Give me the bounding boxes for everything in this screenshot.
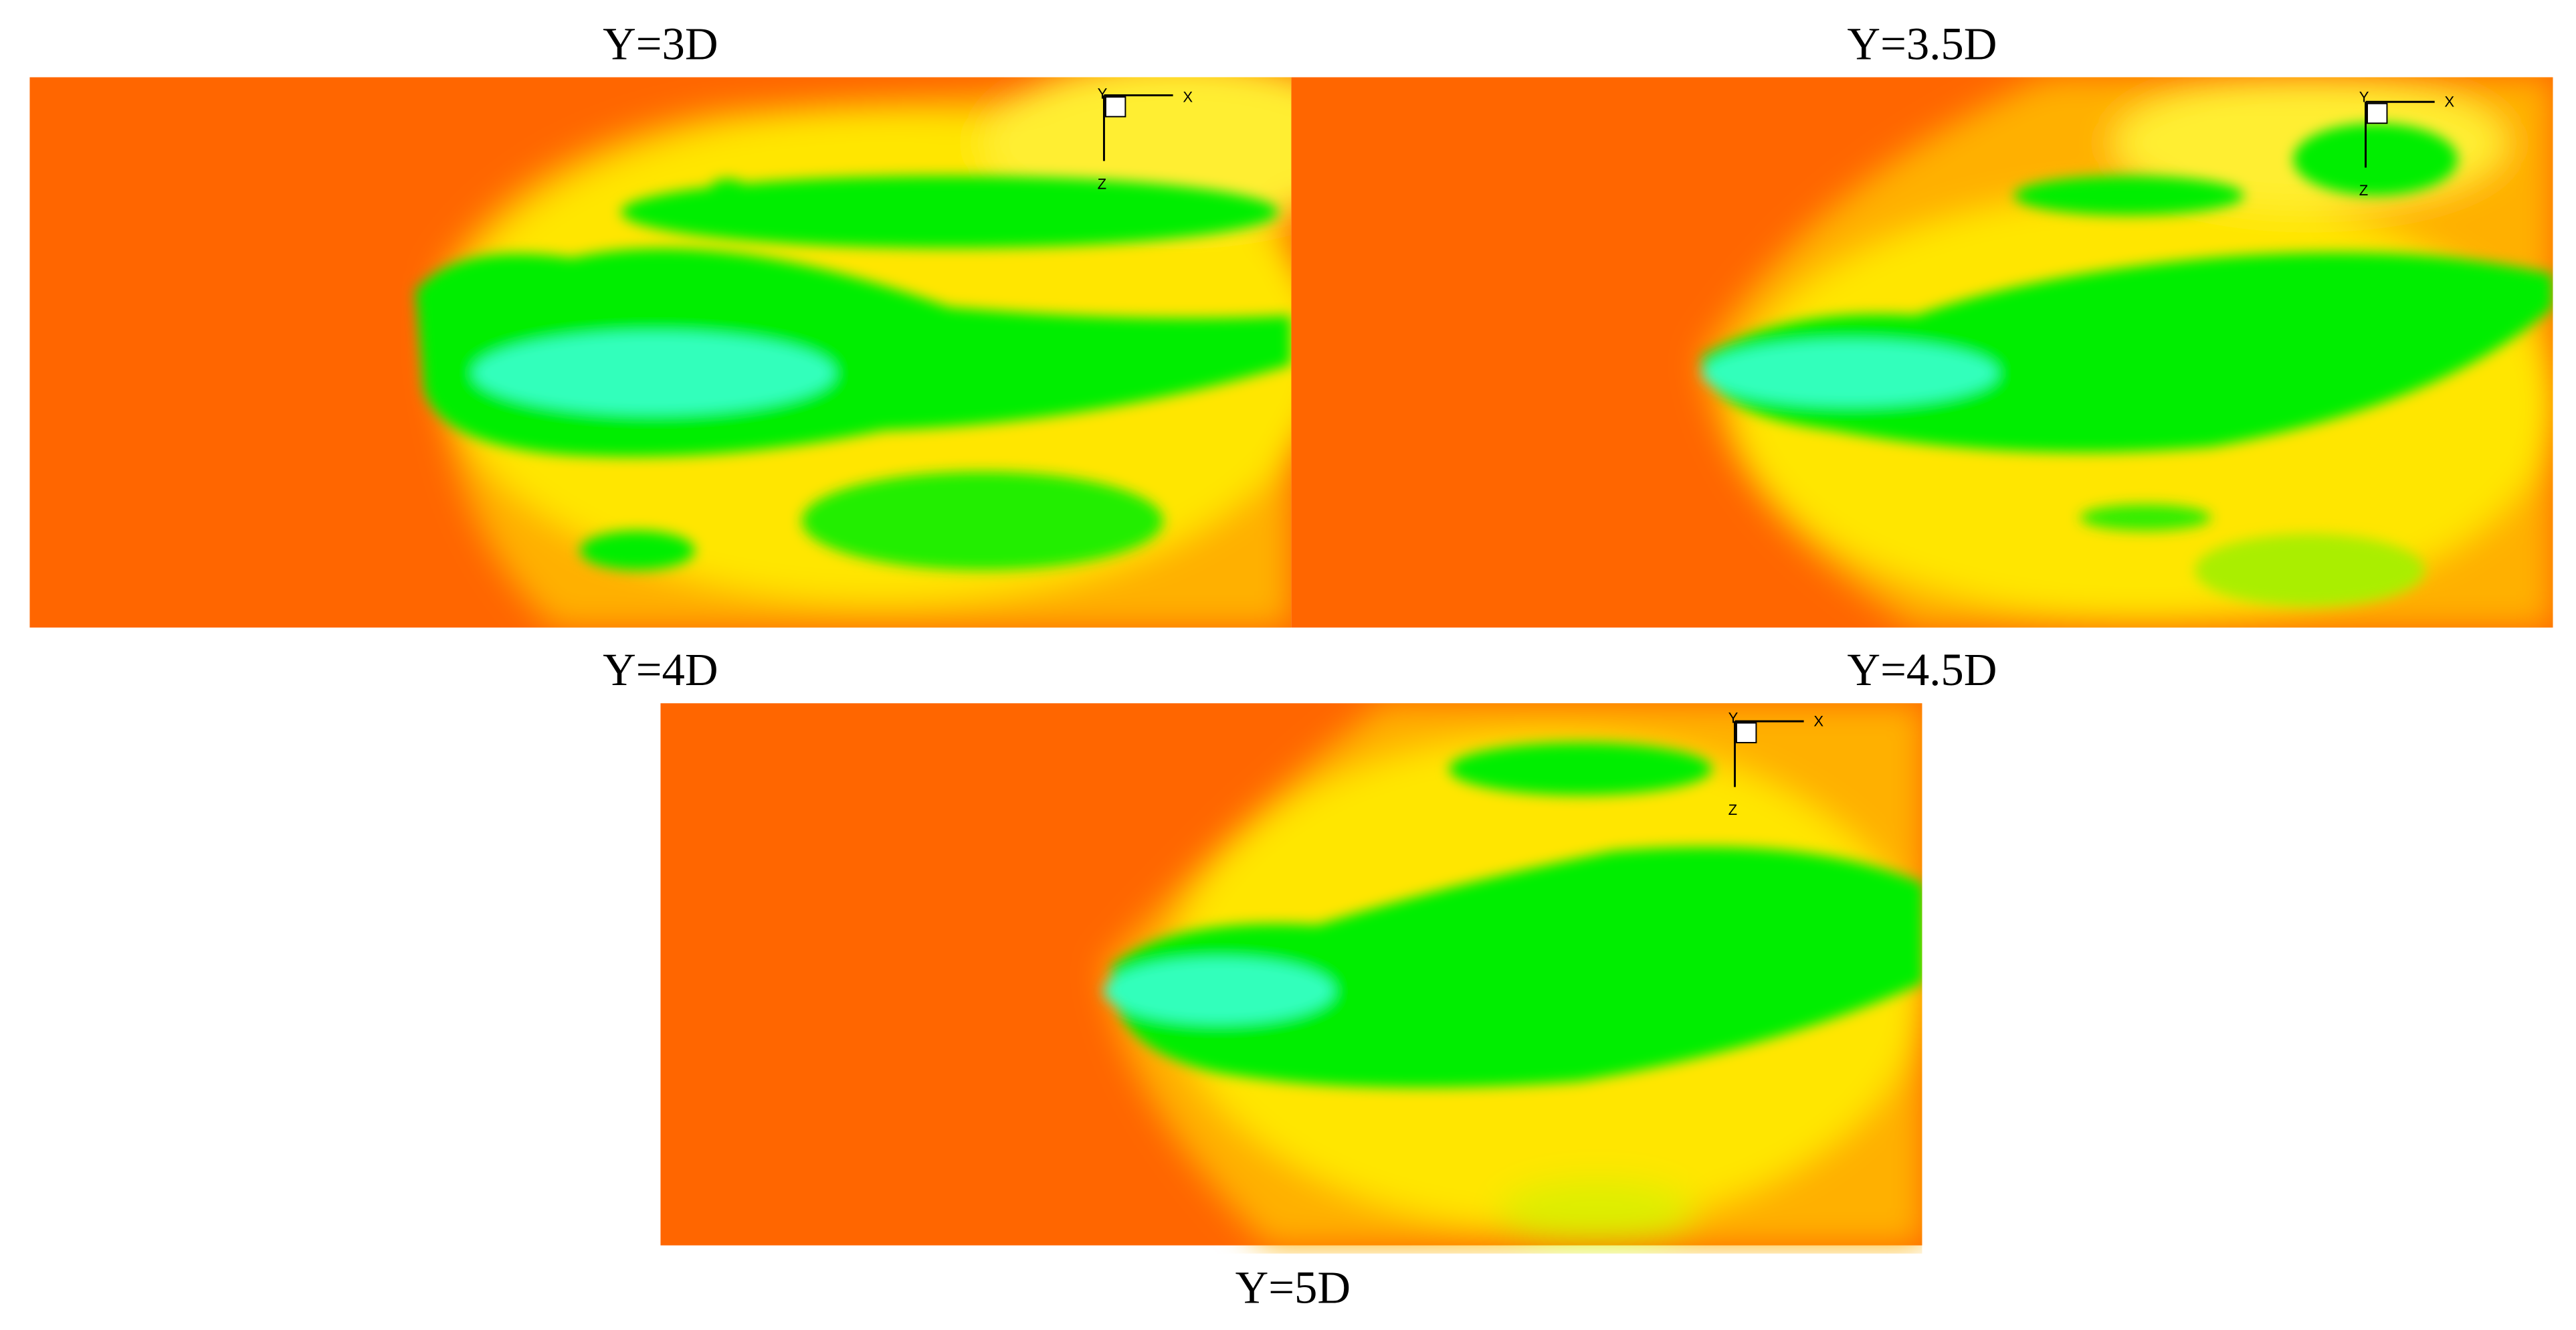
triad-label: Y: [1098, 85, 1108, 102]
panel-label: Y=5D: [1235, 1262, 1351, 1313]
triad-label: X: [2444, 94, 2454, 110]
contour-panel: Y X Z: [1291, 77, 2553, 628]
panel-label: Y=4.5D: [1847, 644, 1997, 695]
contour-panel: Y X Z: [660, 703, 1922, 1246]
triad-label: Y: [2359, 88, 2369, 105]
triad-label: Z: [2359, 182, 2369, 199]
contour-panel: Y X Z: [29, 77, 1292, 628]
triad-label: Y: [1728, 710, 1739, 727]
panel-label: Y=4D: [603, 644, 718, 695]
triad-label: X: [1813, 712, 1823, 729]
triad-label: X: [1183, 88, 1193, 105]
panel-label: Y=3D: [603, 18, 718, 69]
panel-label: Y=3.5D: [1847, 18, 1997, 69]
triad-label: Z: [1728, 801, 1738, 818]
triad-label: Z: [1098, 175, 1107, 192]
